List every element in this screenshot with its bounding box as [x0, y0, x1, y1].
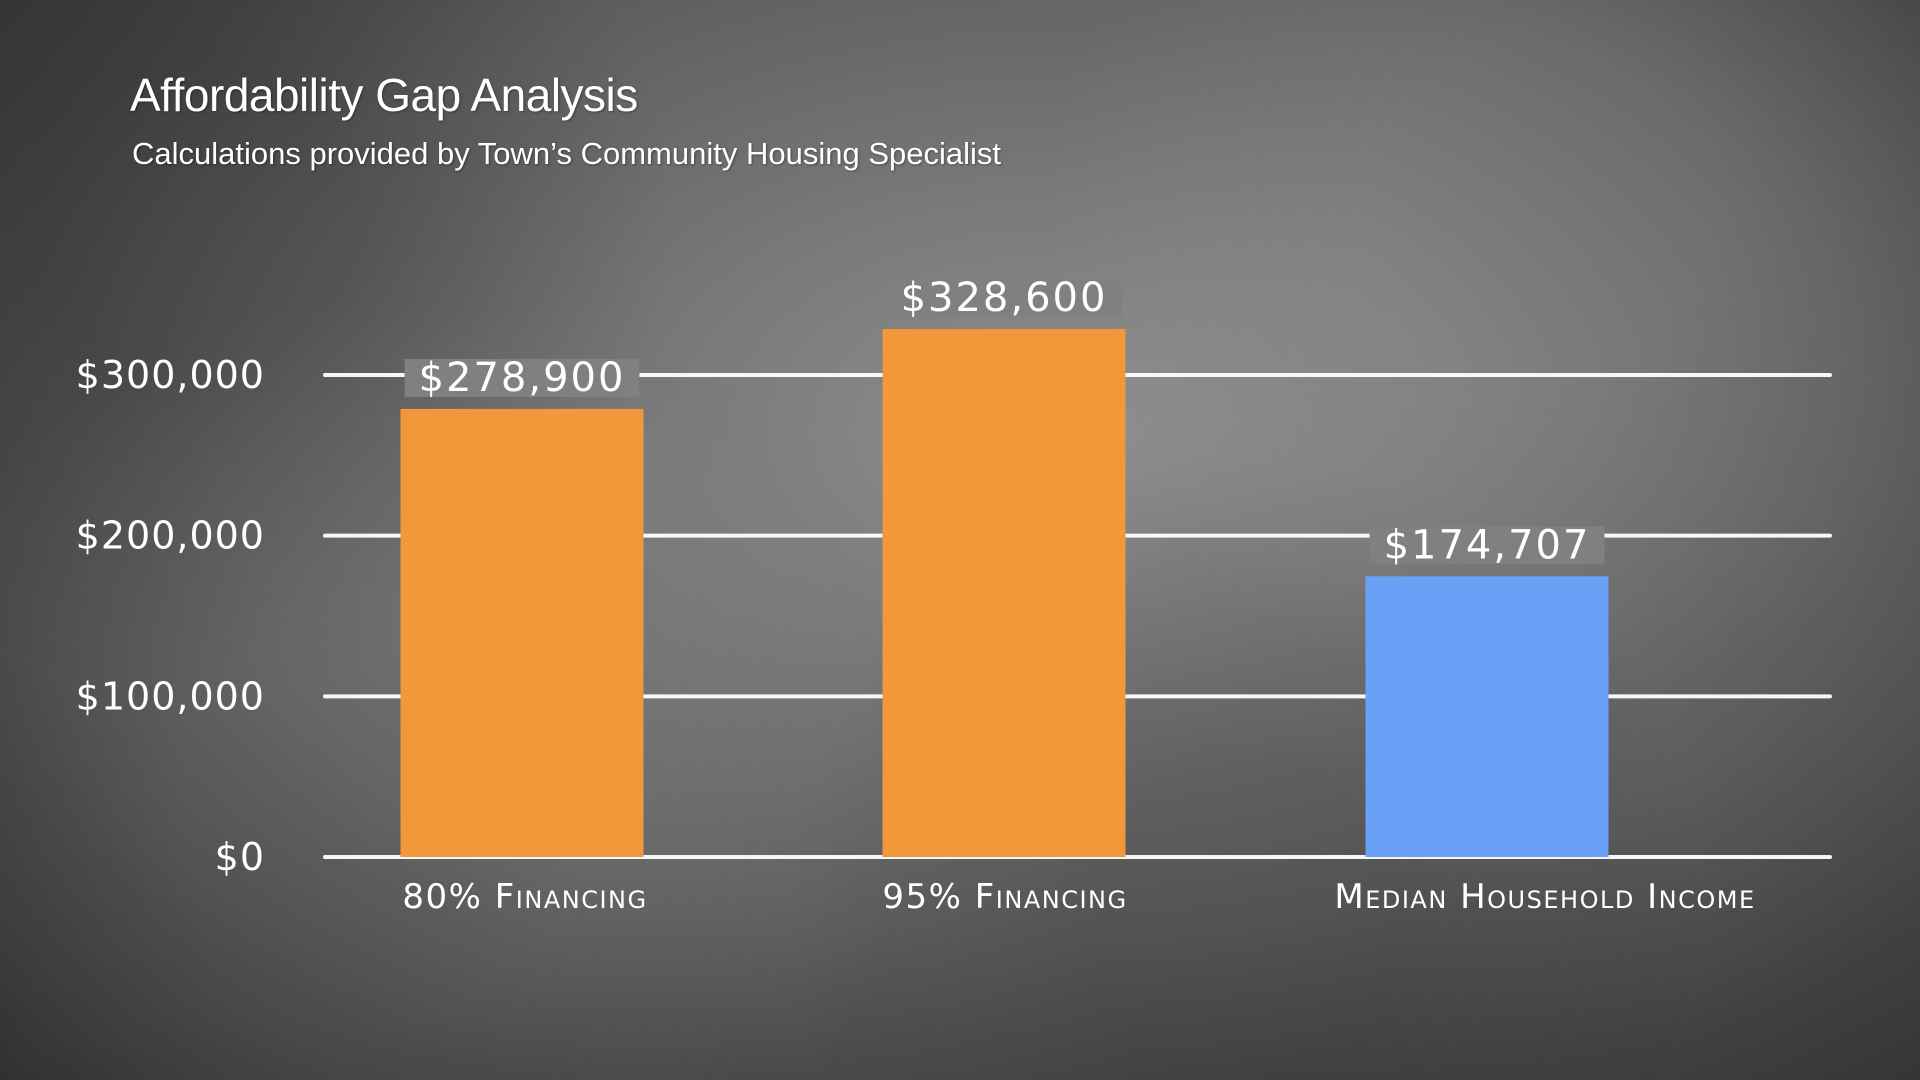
bar-1 [882, 329, 1126, 858]
y-axis-tick-labels: $0 $100,000 $200,000 $300,000 [76, 353, 265, 879]
data-label-backdrop-0 [404, 358, 640, 397]
data-label-0: $278,900 [419, 355, 626, 401]
x-category-label-1: 95% Financing [882, 877, 1127, 917]
bars [400, 329, 1609, 858]
data-label-1: $328,600 [901, 275, 1108, 321]
y-tick-label-2: $200,000 [76, 514, 265, 558]
y-tick-label-1: $100,000 [76, 674, 265, 718]
bar-2 [1365, 576, 1609, 857]
y-tick-label-3: $300,000 [76, 353, 265, 397]
data-labels: $278,900 $328,600 $174,707 [404, 275, 1605, 568]
x-axis-category-labels: 80% Financing 95% Financing Median Househo… [402, 877, 1755, 917]
chart-subtitle: Calculations provided by Town’s Communit… [132, 136, 1001, 171]
bar-0 [400, 408, 644, 857]
data-label-2: $174,707 [1384, 522, 1591, 568]
data-label-backdrop-1 [886, 279, 1122, 318]
data-label-backdrop-2 [1369, 526, 1605, 565]
x-category-label-0: 80% Financing [402, 877, 647, 917]
x-category-label-2: Median Household Income [1334, 877, 1755, 917]
chart-title: Affordability Gap Analysis [130, 69, 638, 121]
y-tick-label-0: $0 [215, 835, 265, 879]
